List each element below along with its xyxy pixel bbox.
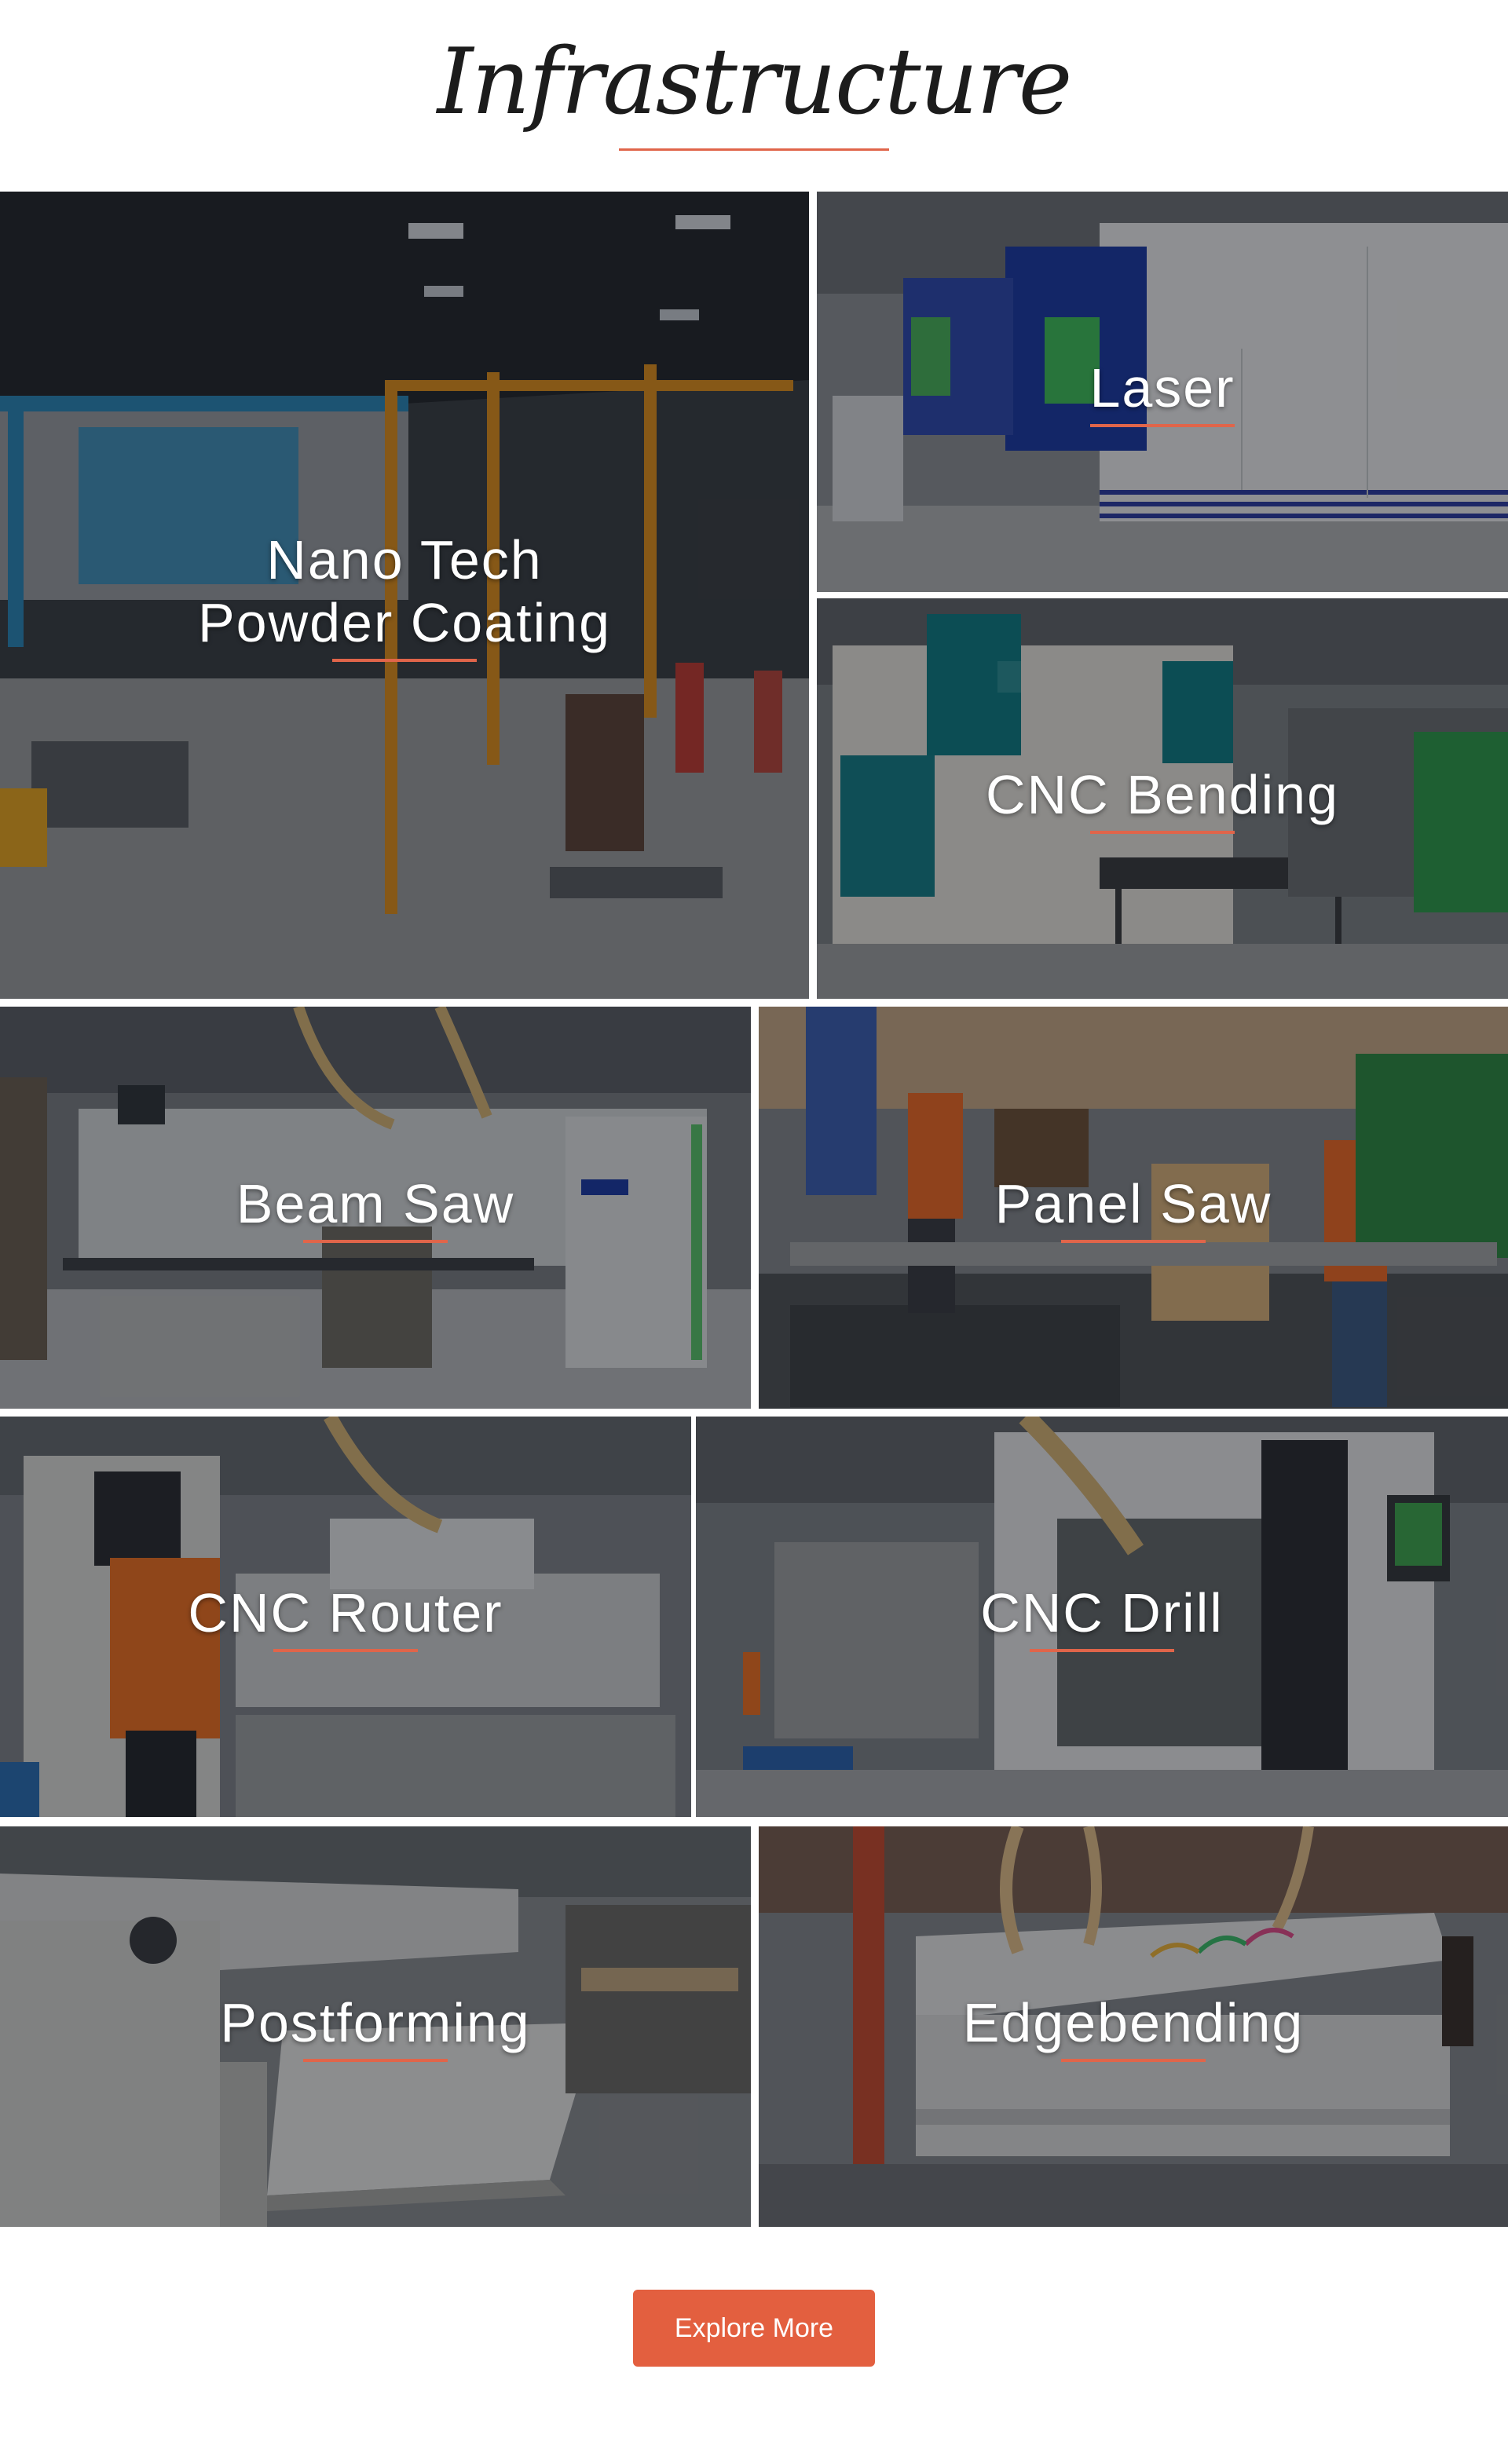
tile-cnc-bending[interactable]: CNC Bending xyxy=(817,598,1508,999)
cnc-router-photo xyxy=(0,1417,691,1817)
panel-saw-photo xyxy=(759,1007,1508,1409)
section-header: Infrastructure xyxy=(0,0,1508,188)
laser-photo xyxy=(817,192,1508,592)
tile-label-underline xyxy=(273,1649,418,1652)
tile-label: CNC Router xyxy=(188,1582,503,1643)
tile-label: Panel Saw xyxy=(994,1173,1272,1234)
tile-edgebending[interactable]: Edgebending xyxy=(759,1826,1508,2227)
tile-label: Postforming xyxy=(220,1992,531,2053)
tile-nano-tech-powder-coating[interactable]: Nano Tech Powder Coating xyxy=(0,192,809,999)
tile-laser[interactable]: Laser xyxy=(817,192,1508,592)
tile-label-underline xyxy=(1090,424,1235,427)
postforming-photo xyxy=(0,1826,751,2227)
tile-postforming[interactable]: Postforming xyxy=(0,1826,751,2227)
tile-label-underline xyxy=(332,659,477,662)
tile-label-line-2: Powder Coating xyxy=(197,592,612,653)
tile-label-underline xyxy=(1030,1649,1174,1652)
edgebending-photo xyxy=(759,1826,1508,2227)
tile-label-underline xyxy=(1090,831,1235,834)
cnc-drill-photo xyxy=(696,1417,1508,1817)
tile-cnc-drill[interactable]: CNC Drill xyxy=(696,1417,1508,1817)
tile-label-underline xyxy=(1061,1240,1206,1243)
tile-label-underline xyxy=(1061,2059,1206,2062)
title-underline xyxy=(619,148,889,151)
tile-label: Laser xyxy=(1089,357,1235,419)
tile-label-underline xyxy=(303,1240,448,1243)
powder-coating-photo xyxy=(0,192,809,999)
cnc-bending-photo xyxy=(817,598,1508,999)
tile-label-underline xyxy=(303,2059,448,2062)
tile-label: CNC Drill xyxy=(980,1582,1224,1643)
tile-label: Edgebending xyxy=(962,1992,1305,2053)
tile-label: CNC Bending xyxy=(986,764,1339,825)
tile-panel-saw[interactable]: Panel Saw xyxy=(759,1007,1508,1409)
tile-beam-saw[interactable]: Beam Saw xyxy=(0,1007,751,1409)
tile-label: Beam Saw xyxy=(236,1173,515,1234)
beam-saw-photo xyxy=(0,1007,751,1409)
tile-label-line-1: Nano Tech xyxy=(266,529,543,590)
tile-cnc-router[interactable]: CNC Router xyxy=(0,1417,691,1817)
page-title: Infrastructure xyxy=(437,29,1073,135)
explore-more-button[interactable]: Explore More xyxy=(633,2290,875,2367)
